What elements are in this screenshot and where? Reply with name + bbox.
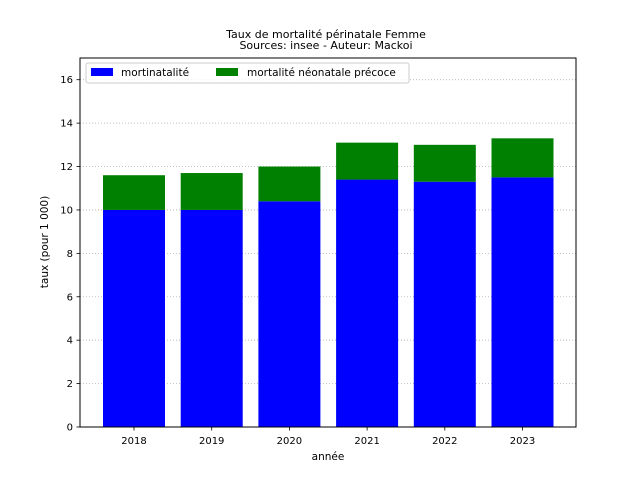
bar-mortalite-neonatale-2022	[413, 144, 476, 182]
y-tick-label: 4	[67, 336, 73, 347]
chart-title: Taux de mortalité périnatale Femme	[225, 28, 426, 41]
legend-swatch-mortalite-neonatale	[216, 68, 238, 76]
y-tick-label: 14	[60, 119, 73, 130]
x-tick-label: 2019	[199, 436, 224, 447]
chart-subtitle: Sources: insee - Auteur: Mackoi	[239, 39, 412, 52]
legend-label-mortalite-neonatale: mortalité néonatale précoce	[247, 67, 396, 79]
bar-mortinatalite-2021	[336, 179, 399, 427]
x-tick-label: 2020	[277, 436, 302, 447]
y-tick-label: 10	[60, 205, 73, 216]
x-tick-label: 2018	[121, 436, 146, 447]
bar-mortinatalite-2019	[180, 209, 243, 427]
x-tick-label: 2023	[510, 436, 535, 447]
x-tick-label: 2022	[432, 436, 457, 447]
y-tick-label: 6	[67, 292, 73, 303]
bar-mortalite-neonatale-2023	[491, 138, 554, 178]
bar-mortinatalite-2022	[413, 181, 476, 427]
y-axis-label: taux (pour 1 000)	[39, 196, 51, 288]
plot-frame	[79, 57, 577, 428]
y-tick-label: 12	[60, 162, 73, 173]
legend-label-mortinatalite: mortinatalité	[121, 67, 189, 79]
bar-mortinatalite-2023	[491, 177, 554, 427]
x-axis-label: année	[312, 451, 345, 463]
y-tick-label: 16	[60, 75, 73, 86]
bar-mortinatalite-2018	[103, 209, 165, 427]
y-tick-label: 0	[67, 423, 73, 434]
bar-mortalite-neonatale-2019	[180, 173, 243, 210]
bar-mortalite-neonatale-2021	[336, 142, 399, 180]
x-axis: 2018 2019 2020 2021 2022 2023	[121, 427, 535, 447]
y-tick-label: 2	[67, 379, 73, 390]
bars	[103, 138, 554, 427]
bar-mortalite-neonatale-2020	[258, 166, 321, 202]
legend-box	[85, 62, 410, 84]
bar-mortalite-neonatale-2018	[103, 175, 165, 210]
legend: mortinatalité mortalité néonatale précoc…	[85, 62, 410, 84]
y-tick-label: 8	[67, 249, 73, 260]
bar-mortinatalite-2020	[258, 201, 321, 427]
legend-swatch-mortinatalite	[91, 68, 113, 76]
x-tick-label: 2021	[354, 436, 379, 447]
y-axis: 0 2 4 6 8 10 12 14 16	[60, 75, 80, 434]
